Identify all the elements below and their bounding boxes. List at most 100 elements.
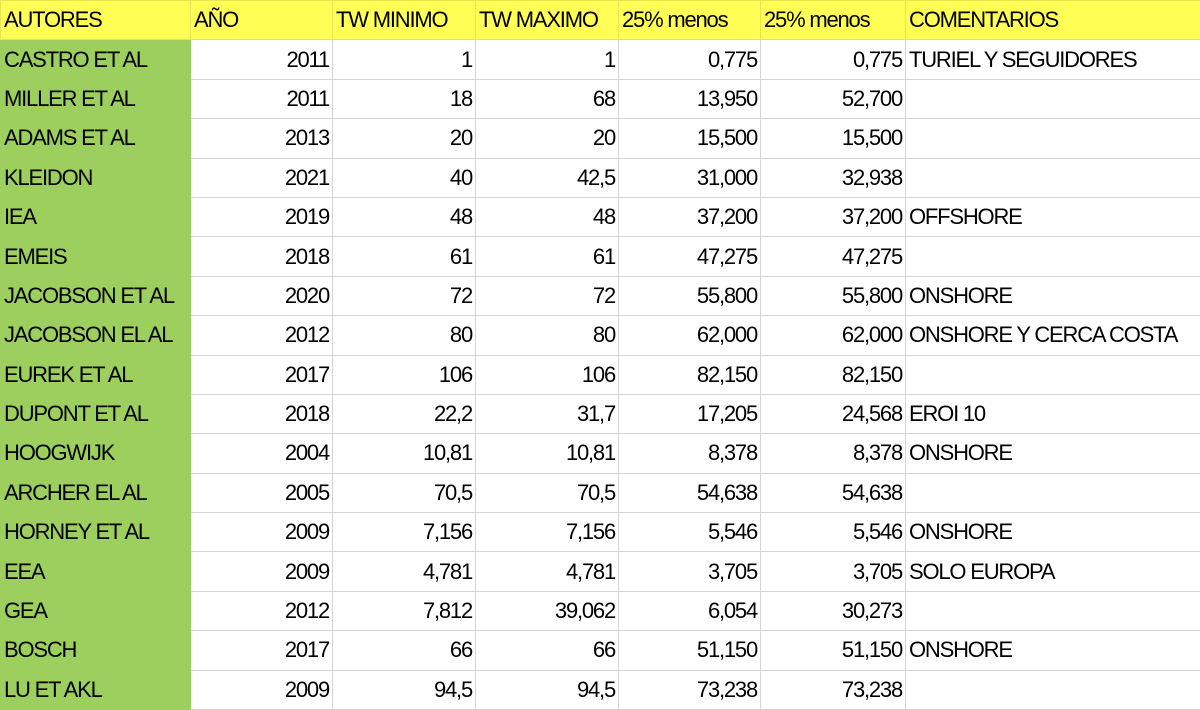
cell-comentario[interactable]: ONSHORE: [906, 434, 1200, 473]
cell-25-menos-1[interactable]: 15,500: [619, 119, 761, 158]
cell-tw-minimo[interactable]: 4,781: [333, 552, 476, 591]
cell-ano[interactable]: 2012: [191, 316, 333, 355]
cell-ano[interactable]: 2013: [191, 119, 333, 158]
cell-comentario[interactable]: ONSHORE: [906, 513, 1200, 552]
cell-tw-maximo[interactable]: 106: [476, 355, 619, 394]
cell-25-menos-2[interactable]: 15,500: [761, 119, 906, 158]
cell-25-menos-2[interactable]: 0,775: [761, 40, 906, 79]
cell-autor[interactable]: DUPONT ET AL: [1, 394, 191, 433]
cell-comentario[interactable]: ONSHORE: [906, 276, 1200, 315]
cell-25-menos-2[interactable]: 52,700: [761, 79, 906, 118]
cell-tw-maximo[interactable]: 66: [476, 631, 619, 670]
cell-25-menos-1[interactable]: 37,200: [619, 197, 761, 236]
cell-25-menos-1[interactable]: 31,000: [619, 158, 761, 197]
cell-25-menos-1[interactable]: 17,205: [619, 394, 761, 433]
cell-25-menos-2[interactable]: 51,150: [761, 631, 906, 670]
cell-comentario[interactable]: ONSHORE Y CERCA COSTA: [906, 316, 1200, 355]
cell-comentario[interactable]: ONSHORE: [906, 631, 1200, 670]
cell-tw-maximo[interactable]: 1: [476, 40, 619, 79]
cell-comentario[interactable]: [906, 237, 1200, 276]
cell-25-menos-2[interactable]: 30,273: [761, 591, 906, 630]
cell-tw-maximo[interactable]: 39,062: [476, 591, 619, 630]
cell-tw-maximo[interactable]: 4,781: [476, 552, 619, 591]
header-tw-minimo[interactable]: TW MINIMO: [333, 1, 476, 40]
cell-ano[interactable]: 2005: [191, 473, 333, 512]
cell-ano[interactable]: 2011: [191, 79, 333, 118]
cell-ano[interactable]: 2004: [191, 434, 333, 473]
cell-comentario[interactable]: OFFSHORE: [906, 197, 1200, 236]
cell-tw-minimo[interactable]: 70,5: [333, 473, 476, 512]
cell-comentario[interactable]: [906, 355, 1200, 394]
cell-tw-maximo[interactable]: 7,156: [476, 513, 619, 552]
cell-tw-minimo[interactable]: 1: [333, 40, 476, 79]
cell-autor[interactable]: HOOGWIJK: [1, 434, 191, 473]
cell-tw-minimo[interactable]: 7,812: [333, 591, 476, 630]
cell-tw-minimo[interactable]: 20: [333, 119, 476, 158]
cell-25-menos-1[interactable]: 0,775: [619, 40, 761, 79]
cell-ano[interactable]: 2017: [191, 631, 333, 670]
cell-tw-minimo[interactable]: 106: [333, 355, 476, 394]
cell-25-menos-1[interactable]: 82,150: [619, 355, 761, 394]
cell-tw-minimo[interactable]: 18: [333, 79, 476, 118]
cell-25-menos-2[interactable]: 55,800: [761, 276, 906, 315]
cell-ano[interactable]: 2009: [191, 552, 333, 591]
cell-comentario[interactable]: EROI 10: [906, 394, 1200, 433]
cell-25-menos-2[interactable]: 54,638: [761, 473, 906, 512]
cell-comentario[interactable]: [906, 158, 1200, 197]
cell-tw-maximo[interactable]: 68: [476, 79, 619, 118]
cell-comentario[interactable]: SOLO EUROPA: [906, 552, 1200, 591]
cell-tw-minimo[interactable]: 72: [333, 276, 476, 315]
cell-tw-maximo[interactable]: 80: [476, 316, 619, 355]
cell-tw-minimo[interactable]: 48: [333, 197, 476, 236]
cell-ano[interactable]: 2009: [191, 670, 333, 709]
cell-ano[interactable]: 2020: [191, 276, 333, 315]
cell-25-menos-2[interactable]: 24,568: [761, 394, 906, 433]
cell-tw-minimo[interactable]: 10,81: [333, 434, 476, 473]
cell-tw-maximo[interactable]: 10,81: [476, 434, 619, 473]
cell-25-menos-1[interactable]: 13,950: [619, 79, 761, 118]
cell-comentario[interactable]: [906, 591, 1200, 630]
header-ano[interactable]: AÑO: [191, 1, 333, 40]
cell-autor[interactable]: MILLER ET AL: [1, 79, 191, 118]
cell-ano[interactable]: 2017: [191, 355, 333, 394]
cell-25-menos-1[interactable]: 54,638: [619, 473, 761, 512]
cell-tw-minimo[interactable]: 94,5: [333, 670, 476, 709]
cell-tw-maximo[interactable]: 20: [476, 119, 619, 158]
cell-25-menos-2[interactable]: 32,938: [761, 158, 906, 197]
cell-autor[interactable]: IEA: [1, 197, 191, 236]
cell-25-menos-1[interactable]: 55,800: [619, 276, 761, 315]
cell-autor[interactable]: HORNEY ET AL: [1, 513, 191, 552]
cell-25-menos-1[interactable]: 47,275: [619, 237, 761, 276]
cell-autor[interactable]: EMEIS: [1, 237, 191, 276]
header-comentarios[interactable]: COMENTARIOS: [906, 1, 1200, 40]
cell-ano[interactable]: 2021: [191, 158, 333, 197]
cell-comentario[interactable]: [906, 119, 1200, 158]
cell-tw-maximo[interactable]: 61: [476, 237, 619, 276]
cell-autor[interactable]: KLEIDON: [1, 158, 191, 197]
cell-autor[interactable]: JACOBSON ET AL: [1, 276, 191, 315]
cell-25-menos-2[interactable]: 47,275: [761, 237, 906, 276]
cell-autor[interactable]: JACOBSON EL AL: [1, 316, 191, 355]
cell-ano[interactable]: 2019: [191, 197, 333, 236]
cell-ano[interactable]: 2011: [191, 40, 333, 79]
cell-25-menos-2[interactable]: 5,546: [761, 513, 906, 552]
header-autores[interactable]: AUTORES: [1, 1, 191, 40]
cell-tw-maximo[interactable]: 70,5: [476, 473, 619, 512]
header-tw-maximo[interactable]: TW MAXIMO: [476, 1, 619, 40]
cell-autor[interactable]: ADAMS ET AL: [1, 119, 191, 158]
cell-autor[interactable]: GEA: [1, 591, 191, 630]
cell-tw-minimo[interactable]: 7,156: [333, 513, 476, 552]
cell-ano[interactable]: 2018: [191, 394, 333, 433]
cell-tw-minimo[interactable]: 80: [333, 316, 476, 355]
header-25-menos-2[interactable]: 25% menos: [761, 1, 906, 40]
cell-25-menos-1[interactable]: 8,378: [619, 434, 761, 473]
cell-comentario[interactable]: [906, 473, 1200, 512]
header-25-menos-1[interactable]: 25% menos: [619, 1, 761, 40]
cell-comentario[interactable]: TURIEL Y SEGUIDORES: [906, 40, 1200, 79]
cell-25-menos-1[interactable]: 3,705: [619, 552, 761, 591]
cell-autor[interactable]: LU ET AKL: [1, 670, 191, 709]
cell-tw-maximo[interactable]: 72: [476, 276, 619, 315]
cell-comentario[interactable]: [906, 670, 1200, 709]
cell-tw-minimo[interactable]: 40: [333, 158, 476, 197]
cell-autor[interactable]: BOSCH: [1, 631, 191, 670]
